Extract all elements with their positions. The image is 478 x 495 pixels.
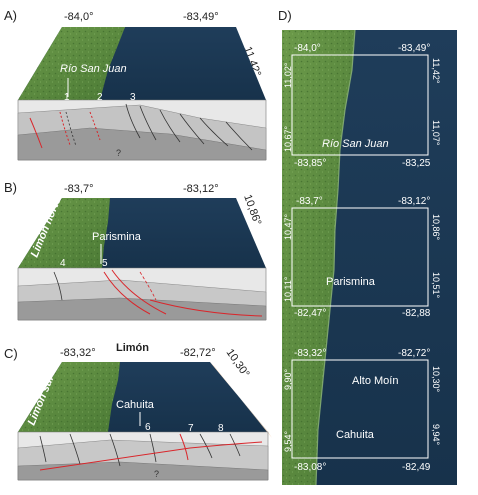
panel-b-fault-4: 4 bbox=[60, 258, 66, 269]
panel-b-place: Parismina bbox=[92, 231, 142, 243]
box3-lat-bot-right: 9,94° bbox=[431, 424, 441, 446]
box3-tl: -83,32° bbox=[294, 348, 326, 359]
panel-d-box-2: -83,7° -83,12° 10,47° 10,86° 10,11° 10,5… bbox=[283, 196, 441, 319]
box3-place: Cahuita bbox=[336, 429, 375, 441]
box1-place: Río San Juan bbox=[322, 138, 389, 150]
panel-a-cross-section bbox=[17, 99, 267, 161]
box2-lat-bot-right: 10,51° bbox=[431, 272, 441, 299]
panel-c-letter: C) bbox=[4, 346, 18, 361]
box3-place2: Alto Moín bbox=[352, 375, 398, 387]
panel-d-box-3: -83,32° -82,72° 9,90° 10,30° 9,54° 9,94°… bbox=[283, 348, 441, 473]
panel-d-letter: D) bbox=[278, 8, 292, 23]
panel-a-fault-3: 3 bbox=[130, 92, 136, 103]
panel-a-lon-left: -84,0° bbox=[64, 11, 93, 23]
box2-lat-bot-left: 10,11° bbox=[283, 276, 293, 302]
panel-b: B) -83,7° -83,12° 10,86° Limón norte Par… bbox=[4, 180, 267, 321]
box1-br: -83,25 bbox=[402, 158, 431, 169]
panel-c-fault-7: 7 bbox=[188, 423, 194, 434]
box2-bl: -82,47° bbox=[294, 308, 326, 319]
box1-lat-bot-left: 10,67° bbox=[283, 125, 293, 152]
panel-b-lon-left: -83,7° bbox=[64, 183, 93, 195]
panel-b-terrain bbox=[18, 198, 266, 268]
box3-lat-bot-left: 9,54° bbox=[283, 430, 293, 452]
panel-c-lat-edge: 10,30° bbox=[224, 347, 252, 380]
panel-d-box-1: -84,0° -83,49° 11,02° 11,42° 10,67° 11,0… bbox=[283, 43, 441, 169]
box1-tr: -83,49° bbox=[398, 43, 430, 54]
box1-lat-top-right: 11,42° bbox=[431, 58, 441, 84]
box1-lat-top-left: 11,02° bbox=[283, 62, 293, 88]
box2-lat-top-left: 10,47° bbox=[283, 213, 293, 240]
panel-c-query: ? bbox=[154, 469, 159, 479]
panel-c-top-label: Limón bbox=[116, 342, 149, 354]
panel-c-fault-6: 6 bbox=[145, 422, 151, 433]
panel-c-terrain bbox=[18, 362, 272, 438]
panel-a-fault-2: 2 bbox=[97, 92, 103, 103]
panel-c-fault-8: 8 bbox=[218, 423, 224, 434]
panel-c-cross-section bbox=[17, 431, 269, 481]
panel-a-place: Río San Juan bbox=[60, 63, 127, 75]
panel-c-lon-left: -83,32° bbox=[60, 347, 96, 359]
panel-a-fault-1: 1 bbox=[64, 92, 70, 103]
box3-lat-top-left: 9,90° bbox=[283, 368, 293, 390]
panel-b-letter: B) bbox=[4, 180, 17, 195]
panel-c-place: Cahuita bbox=[116, 399, 155, 411]
panel-a-query: ? bbox=[116, 148, 121, 158]
box3-lat-top-right: 10,30° bbox=[431, 366, 441, 393]
panel-b-cross-section bbox=[17, 267, 267, 321]
box3-bl: -83,08° bbox=[294, 462, 326, 473]
panel-d-map bbox=[282, 29, 457, 486]
panel-c-lon-right: -82,72° bbox=[180, 347, 216, 359]
panel-d: D) -84,0° -83,49° 11,02° 11,42° 10,67° 1… bbox=[278, 8, 457, 486]
panel-a-letter: A) bbox=[4, 8, 17, 23]
box1-tl: -84,0° bbox=[294, 43, 321, 54]
panel-c: C) -83,32° -82,72° Limón 10,30° Limón su… bbox=[4, 342, 272, 481]
box3-br: -82,49 bbox=[402, 462, 431, 473]
box2-place: Parismina bbox=[326, 276, 376, 288]
box1-lat-bot-right: 11,07° bbox=[431, 120, 441, 146]
panel-a-lon-right: -83,49° bbox=[183, 11, 219, 23]
box2-tl: -83,7° bbox=[296, 196, 323, 207]
box1-bl: -83,85° bbox=[294, 158, 326, 169]
panel-b-lon-right: -83,12° bbox=[183, 183, 219, 195]
panel-a: A) -84,0° -83,49° 11,42° Río San Juan bbox=[4, 8, 267, 161]
box2-br: -82,88 bbox=[402, 308, 431, 319]
box2-lat-top-right: 10,86° bbox=[431, 214, 441, 241]
box2-tr: -83,12° bbox=[398, 196, 430, 207]
box3-tr: -82,72° bbox=[398, 348, 430, 359]
panel-b-fault-5: 5 bbox=[102, 258, 108, 269]
panel-a-terrain bbox=[18, 27, 266, 100]
